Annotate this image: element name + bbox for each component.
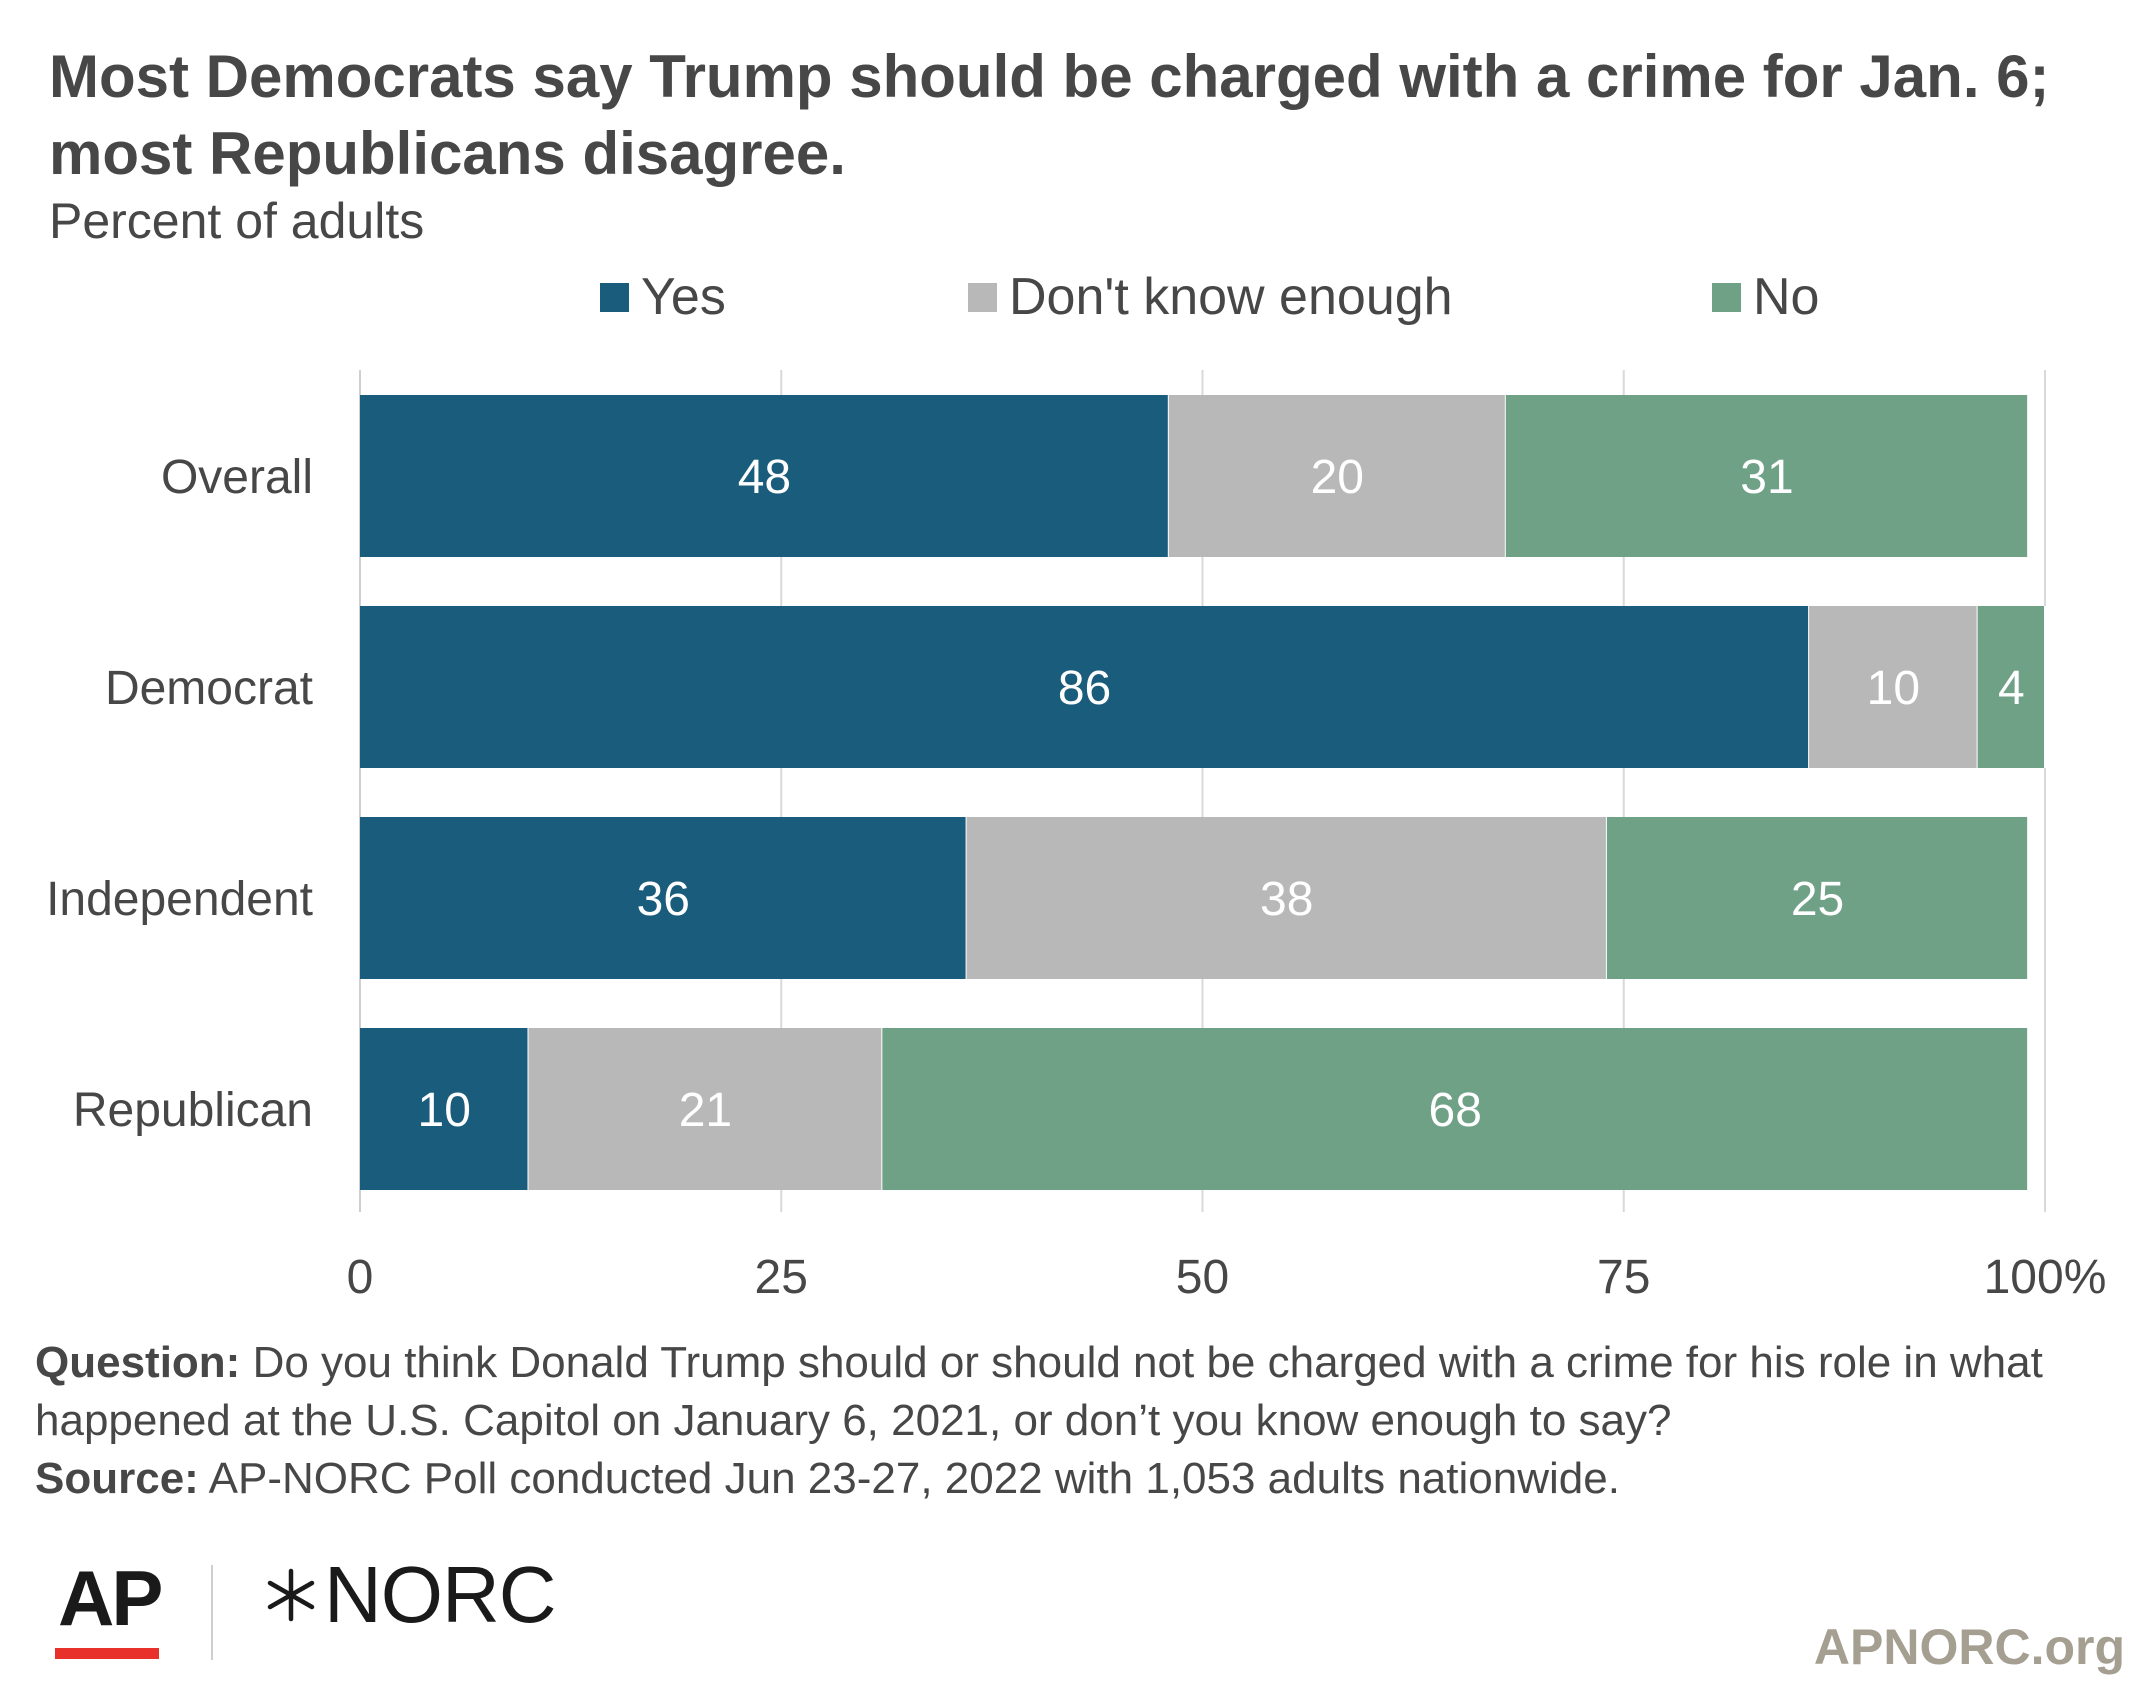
bar-label-overall-yes: 48 <box>738 451 791 504</box>
bar-democrat-don-t-know-enough <box>1809 606 1978 768</box>
x-tick-label-75: 75 <box>1597 1251 1650 1304</box>
bar-value-labels: 48 20 31 86 10 4 36 38 25 10 21 68 <box>418 451 2025 1137</box>
norc-logo-text: NORC <box>324 1550 557 1639</box>
bar-independent-no <box>1606 817 2029 979</box>
norc-star-icon <box>267 1568 315 1622</box>
x-tick-label-100: 100% <box>1984 1251 2107 1304</box>
x-tick-label-0: 0 <box>347 1251 374 1304</box>
x-tick-labels: 0 25 50 75 100% <box>347 1251 2107 1304</box>
source-label: Source: <box>35 1454 199 1503</box>
category-label-democrat: Democrat <box>105 662 313 715</box>
site-url: APNORC.org <box>1813 1619 2125 1675</box>
category-label-independent: Independent <box>46 873 313 926</box>
bar-overall-don-t-know-enough <box>1168 395 1506 557</box>
legend-swatch-dont-know <box>968 282 997 312</box>
legend-item-yes: Yes <box>600 262 726 332</box>
x-tick-label-25: 25 <box>755 1251 808 1304</box>
category-label-overall: Overall <box>161 451 313 504</box>
ap-logo-underline <box>55 1648 159 1659</box>
bar-republican-yes <box>360 1028 529 1190</box>
bar-label-overall-no: 31 <box>1740 451 1793 504</box>
source-note: Source: AP-NORC Poll conducted Jun 23-27… <box>35 1450 2115 1508</box>
legend-swatch-no <box>1712 282 1741 312</box>
question-text: Do you think Donald Trump should or shou… <box>35 1338 2043 1445</box>
source-text: AP-NORC Poll conducted Jun 23-27, 2022 w… <box>208 1454 1620 1503</box>
bar-republican-don-t-know-enough <box>528 1028 883 1190</box>
legend-item-no: No <box>1712 262 1819 332</box>
bar-label-independent-don-t-know-enough: 38 <box>1260 873 1313 926</box>
legend-label-yes: Yes <box>641 268 726 326</box>
bar-label-democrat-don-t-know-enough: 10 <box>1867 662 1920 715</box>
chart-title: Most Democrats say Trump should be charg… <box>49 43 2050 187</box>
legend-item-dont-know: Don't know enough <box>968 262 1453 332</box>
question-note: Question: Do you think Donald Trump shou… <box>35 1334 2115 1450</box>
question-label: Question: <box>35 1338 241 1387</box>
bar-independent-yes <box>360 817 967 979</box>
logo-divider <box>211 1565 213 1660</box>
bar-overall-yes <box>360 395 1169 557</box>
bar-label-republican-yes: 10 <box>418 1084 471 1137</box>
bar-independent-don-t-know-enough <box>966 817 1607 979</box>
legend-label-dont-know: Don't know enough <box>1009 268 1453 326</box>
chart-footer: Question: Do you think Donald Trump shou… <box>35 1334 2115 1508</box>
legend-swatch-yes <box>600 282 629 312</box>
bar-overall-no <box>1505 395 2029 557</box>
bar-label-republican-no: 68 <box>1429 1084 1482 1137</box>
norc-logo: NORC <box>262 1550 557 1639</box>
legend-label-no: No <box>1753 268 1820 326</box>
bar-republican-no <box>882 1028 2029 1190</box>
bar-label-independent-no: 25 <box>1791 873 1844 926</box>
bar-label-independent-yes: 36 <box>637 873 690 926</box>
bar-chart: 48 20 31 86 10 4 36 38 25 10 21 68 Overall Democrat I… <box>46 370 2107 1304</box>
chart-subtitle: Percent of adults <box>49 193 425 249</box>
chart-legend: Yes Don't know enough No <box>0 262 2153 332</box>
category-labels: Overall Democrat Independent Republican <box>46 451 313 1137</box>
ap-logo: AP <box>58 1554 163 1642</box>
bar-segments <box>360 395 2046 1190</box>
bar-label-democrat-yes: 86 <box>1058 662 1111 715</box>
bar-label-democrat-no: 4 <box>1998 662 2025 715</box>
bar-democrat-yes <box>360 606 1810 768</box>
bar-label-republican-don-t-know-enough: 21 <box>679 1084 732 1137</box>
x-tick-label-50: 50 <box>1176 1251 1229 1304</box>
bar-label-overall-don-t-know-enough: 20 <box>1311 451 1364 504</box>
bar-democrat-no <box>1977 606 2045 768</box>
category-label-republican: Republican <box>73 1084 313 1137</box>
